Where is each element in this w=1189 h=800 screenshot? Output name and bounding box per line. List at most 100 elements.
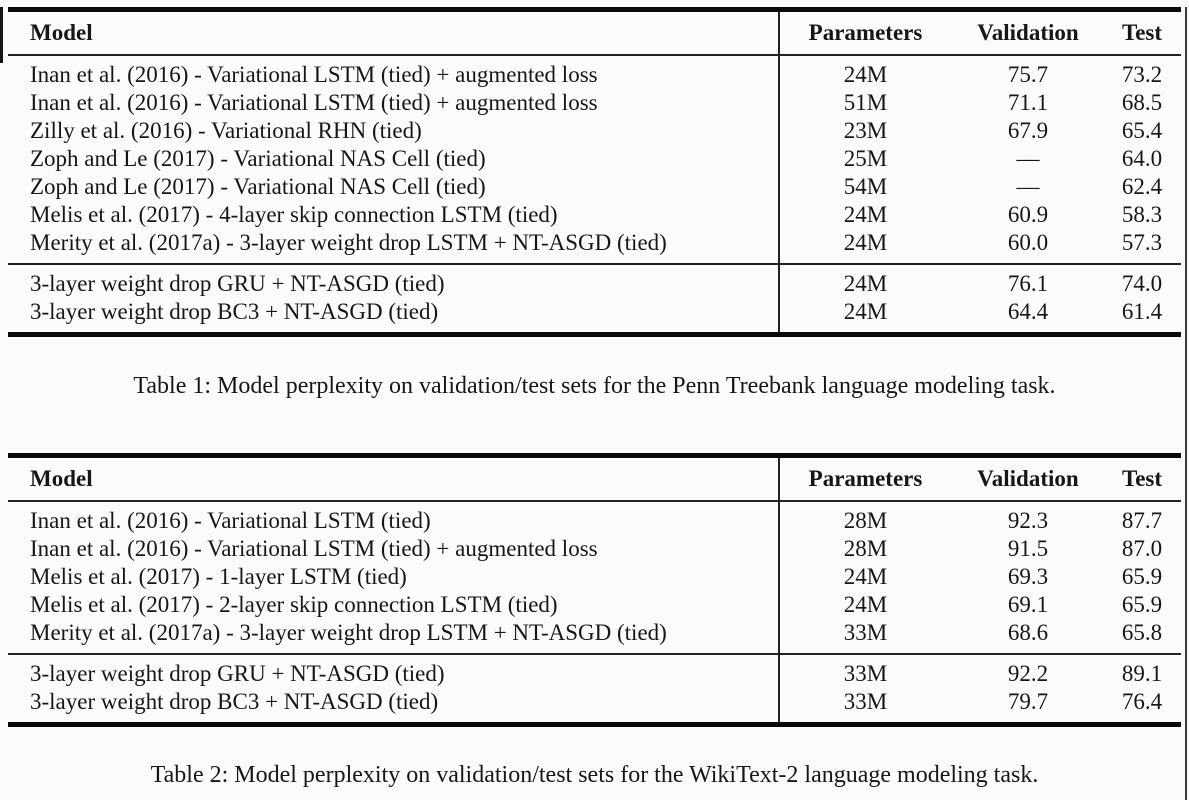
table-group-our-models: 3-layer weight drop GRU + NT-ASGD (tied)…: [8, 655, 1181, 722]
test-cell: 57.3: [1121, 230, 1163, 255]
parameters-cell: 51M: [843, 90, 888, 115]
table-row: Melis et al. (2017) - 1-layer LSTM (tied…: [8, 563, 1181, 591]
parameters-cell: 24M: [843, 564, 888, 589]
model-cell: 3-layer weight drop BC3 + NT-ASGD (tied): [30, 299, 439, 324]
model-cell: Merity et al. (2017a) - 3-layer weight d…: [30, 230, 667, 255]
validation-cell: 60.0: [1007, 230, 1049, 255]
test-cell: 61.4: [1121, 299, 1163, 324]
column-header-parameters: Parameters: [808, 20, 923, 45]
validation-cell: 69.3: [1007, 564, 1049, 589]
table-group-prior-work: Inan et al. (2016) - Variational LSTM (t…: [8, 56, 1181, 263]
validation-cell: 92.3: [1007, 508, 1049, 533]
table-rule-top: [8, 453, 1181, 458]
parameters-cell: 33M: [843, 661, 888, 686]
test-cell: 87.0: [1121, 536, 1163, 561]
parameters-cell: 28M: [843, 508, 888, 533]
table-row: Melis et al. (2017) - 2-layer skip conne…: [8, 591, 1181, 619]
model-cell: 3-layer weight drop GRU + NT-ASGD (tied): [30, 661, 445, 686]
parameters-cell: 28M: [843, 536, 888, 561]
model-cell: Merity et al. (2017a) - 3-layer weight d…: [30, 620, 667, 645]
parameters-cell: 24M: [843, 62, 888, 87]
column-separator-rule: [778, 12, 780, 332]
table-rule-group-separator: [8, 653, 1181, 655]
test-cell: 73.2: [1121, 62, 1163, 87]
column-header-parameters: Parameters: [808, 466, 923, 491]
column-header-model: Model: [30, 20, 93, 45]
table-row: 3-layer weight drop GRU + NT-ASGD (tied)…: [8, 270, 1181, 298]
validation-cell: 67.9: [1007, 118, 1049, 143]
model-cell: Inan et al. (2016) - Variational LSTM (t…: [30, 508, 431, 533]
table-row: 3-layer weight drop BC3 + NT-ASGD (tied)…: [8, 298, 1181, 326]
results-table-penn-treebank: Model Parameters Validation Test Inan et…: [8, 7, 1181, 337]
table-rule-header-separator: [8, 54, 1181, 56]
scan-artifact-right-edge: [1185, 7, 1187, 800]
table-row: Inan et al. (2016) - Variational LSTM (t…: [8, 89, 1181, 117]
test-cell: 62.4: [1121, 174, 1163, 199]
parameters-cell: 23M: [843, 118, 888, 143]
table-row: Inan et al. (2016) - Variational LSTM (t…: [8, 535, 1181, 563]
test-cell: 58.3: [1121, 202, 1163, 227]
model-cell: Zoph and Le (2017) - Variational NAS Cel…: [30, 174, 486, 199]
parameters-cell: 24M: [843, 202, 888, 227]
model-cell: Melis et al. (2017) - 1-layer LSTM (tied…: [30, 564, 407, 589]
test-cell: 87.7: [1121, 508, 1163, 533]
validation-cell: 76.1: [1007, 271, 1049, 296]
test-cell: 65.9: [1121, 592, 1163, 617]
table-row: Zoph and Le (2017) - Variational NAS Cel…: [8, 173, 1181, 201]
test-cell: 64.0: [1121, 146, 1163, 171]
validation-cell: 91.5: [1007, 536, 1049, 561]
table-row: 3-layer weight drop GRU + NT-ASGD (tied)…: [8, 660, 1181, 688]
scan-artifact-left-edge: [0, 7, 3, 63]
table-header-row: Model Parameters Validation Test: [8, 12, 1181, 54]
column-separator-rule: [778, 458, 780, 722]
test-cell: 65.4: [1121, 118, 1163, 143]
model-cell: Melis et al. (2017) - 4-layer skip conne…: [30, 202, 558, 227]
column-header-test: Test: [1121, 20, 1163, 45]
model-cell: Inan et al. (2016) - Variational LSTM (t…: [30, 62, 598, 87]
parameters-cell: 54M: [843, 174, 888, 199]
table-group-prior-work: Inan et al. (2016) - Variational LSTM (t…: [8, 502, 1181, 653]
model-cell: Zoph and Le (2017) - Variational NAS Cel…: [30, 146, 486, 171]
model-cell: Inan et al. (2016) - Variational LSTM (t…: [30, 90, 598, 115]
table-header-row: Model Parameters Validation Test: [8, 458, 1181, 500]
table-row: Zilly et al. (2016) - Variational RHN (t…: [8, 117, 1181, 145]
table-rule-header-separator: [8, 500, 1181, 502]
paper-page: Model Parameters Validation Test Inan et…: [0, 7, 1189, 800]
parameters-cell: 24M: [843, 271, 888, 296]
test-cell: 65.8: [1121, 620, 1163, 645]
model-cell: 3-layer weight drop GRU + NT-ASGD (tied): [30, 271, 445, 296]
validation-cell: 75.7: [1007, 62, 1049, 87]
table-row: Inan et al. (2016) - Variational LSTM (t…: [8, 507, 1181, 535]
table-rule-bottom: [8, 722, 1181, 727]
test-cell: 76.4: [1121, 689, 1163, 714]
test-cell: 65.9: [1121, 564, 1163, 589]
validation-cell: 92.2: [1007, 661, 1049, 686]
model-cell: Melis et al. (2017) - 2-layer skip conne…: [30, 592, 558, 617]
model-cell: Zilly et al. (2016) - Variational RHN (t…: [30, 118, 422, 143]
column-header-test: Test: [1121, 466, 1163, 491]
table-row: Zoph and Le (2017) - Variational NAS Cel…: [8, 145, 1181, 173]
parameters-cell: 24M: [843, 299, 888, 324]
parameters-cell: 25M: [843, 146, 888, 171]
validation-cell: 68.6: [1007, 620, 1049, 645]
validation-cell: 69.1: [1007, 592, 1049, 617]
validation-cell: 79.7: [1007, 689, 1049, 714]
results-table-wikitext2: Model Parameters Validation Test Inan et…: [8, 453, 1181, 727]
model-cell: 3-layer weight drop BC3 + NT-ASGD (tied): [30, 689, 439, 714]
table-row: Merity et al. (2017a) - 3-layer weight d…: [8, 229, 1181, 257]
table2-caption: Table 2: Model perplexity on validation/…: [150, 762, 1039, 788]
validation-cell: 71.1: [1007, 90, 1049, 115]
column-header-model: Model: [30, 466, 93, 491]
parameters-cell: 24M: [843, 592, 888, 617]
column-header-validation: Validation: [977, 466, 1079, 491]
test-cell: 74.0: [1121, 271, 1163, 296]
table-rule-bottom: [8, 332, 1181, 337]
table-row: Merity et al. (2017a) - 3-layer weight d…: [8, 619, 1181, 647]
validation-cell: 64.4: [1007, 299, 1049, 324]
parameters-cell: 33M: [843, 620, 888, 645]
validation-cell: —: [1016, 174, 1040, 199]
table-rule-group-separator: [8, 263, 1181, 265]
table-row: Inan et al. (2016) - Variational LSTM (t…: [8, 61, 1181, 89]
table1-caption: Table 1: Model perplexity on validation/…: [133, 373, 1056, 399]
table-group-our-models: 3-layer weight drop GRU + NT-ASGD (tied)…: [8, 265, 1181, 332]
